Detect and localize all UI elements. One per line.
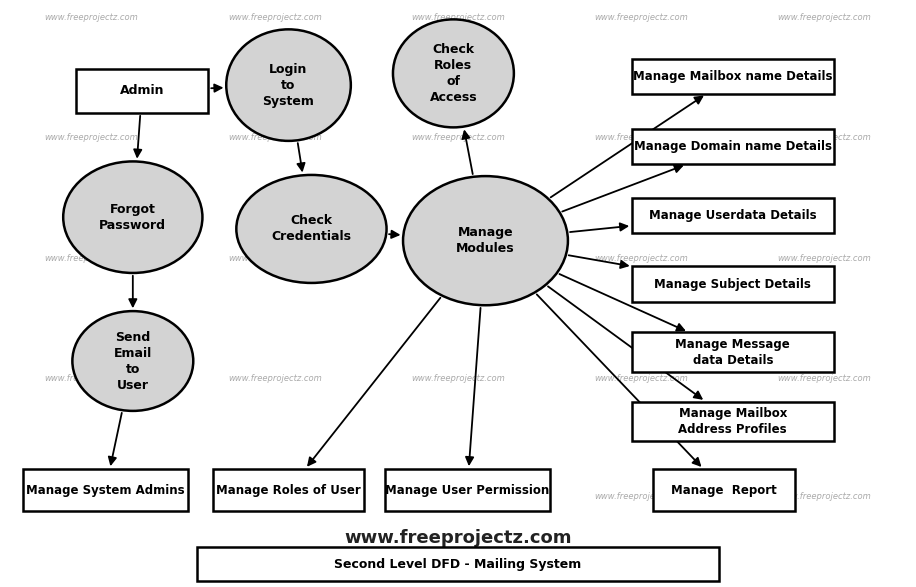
Text: www.freeprojectz.com: www.freeprojectz.com [45, 13, 138, 22]
Bar [23, 469, 188, 511]
Ellipse shape [226, 29, 351, 141]
Text: www.freeprojectz.com: www.freeprojectz.com [228, 374, 322, 383]
Bar [197, 547, 719, 581]
Bar [632, 402, 834, 441]
Text: www.freeprojectz.com: www.freeprojectz.com [228, 254, 322, 263]
Bar [632, 332, 834, 372]
Bar [652, 469, 794, 511]
Bar [213, 469, 365, 511]
Text: Manage Domain name Details: Manage Domain name Details [634, 140, 832, 153]
Text: Login
to
System: Login to System [263, 63, 314, 107]
Text: Manage System Admins: Manage System Admins [26, 484, 185, 497]
Text: www.freeprojectz.com: www.freeprojectz.com [45, 491, 138, 501]
Text: www.freeprojectz.com: www.freeprojectz.com [344, 529, 572, 547]
Text: www.freeprojectz.com: www.freeprojectz.com [411, 491, 505, 501]
Text: www.freeprojectz.com: www.freeprojectz.com [594, 13, 688, 22]
Bar [632, 59, 834, 94]
Bar [632, 198, 834, 233]
Text: Manage Userdata Details: Manage Userdata Details [649, 209, 816, 222]
Text: Second Level DFD - Mailing System: Second Level DFD - Mailing System [334, 558, 582, 571]
Text: www.freeprojectz.com: www.freeprojectz.com [411, 13, 505, 22]
Text: Manage  Report: Manage Report [671, 484, 777, 497]
Text: www.freeprojectz.com: www.freeprojectz.com [411, 133, 505, 143]
Text: www.freeprojectz.com: www.freeprojectz.com [228, 133, 322, 143]
Text: Manage Mailbox name Details: Manage Mailbox name Details [633, 70, 833, 83]
Text: www.freeprojectz.com: www.freeprojectz.com [594, 133, 688, 143]
Text: Manage
Modules: Manage Modules [456, 226, 515, 255]
Text: Manage User Permission: Manage User Permission [385, 484, 550, 497]
Text: www.freeprojectz.com: www.freeprojectz.com [594, 491, 688, 501]
Ellipse shape [236, 175, 387, 283]
Text: www.freeprojectz.com: www.freeprojectz.com [778, 254, 871, 263]
Bar [75, 69, 208, 113]
Text: Admin: Admin [120, 85, 164, 97]
Text: www.freeprojectz.com: www.freeprojectz.com [411, 374, 505, 383]
Text: Send
Email
to
User: Send Email to User [114, 330, 152, 392]
Ellipse shape [72, 311, 193, 411]
Text: www.freeprojectz.com: www.freeprojectz.com [778, 13, 871, 22]
Text: www.freeprojectz.com: www.freeprojectz.com [228, 13, 322, 22]
Text: Forgot
Password: Forgot Password [99, 203, 167, 232]
Text: Check
Roles
of
Access: Check Roles of Access [430, 43, 477, 104]
Bar [632, 129, 834, 164]
Text: Manage Message
data Details: Manage Message data Details [675, 338, 791, 367]
Bar [632, 266, 834, 302]
Bar [385, 469, 550, 511]
Text: Manage Subject Details: Manage Subject Details [654, 278, 812, 291]
Text: Check
Credentials: Check Credentials [271, 214, 352, 244]
Ellipse shape [403, 176, 568, 305]
Text: www.freeprojectz.com: www.freeprojectz.com [594, 254, 688, 263]
Ellipse shape [393, 19, 514, 127]
Text: www.freeprojectz.com: www.freeprojectz.com [594, 374, 688, 383]
Text: www.freeprojectz.com: www.freeprojectz.com [778, 491, 871, 501]
Text: www.freeprojectz.com: www.freeprojectz.com [45, 133, 138, 143]
Text: www.freeprojectz.com: www.freeprojectz.com [411, 254, 505, 263]
Text: Manage Mailbox
Address Profiles: Manage Mailbox Address Profiles [679, 407, 787, 436]
Text: www.freeprojectz.com: www.freeprojectz.com [778, 133, 871, 143]
Text: Manage Roles of User: Manage Roles of User [216, 484, 361, 497]
Text: www.freeprojectz.com: www.freeprojectz.com [778, 374, 871, 383]
Ellipse shape [63, 161, 202, 273]
Text: www.freeprojectz.com: www.freeprojectz.com [228, 491, 322, 501]
Text: www.freeprojectz.com: www.freeprojectz.com [45, 374, 138, 383]
Text: www.freeprojectz.com: www.freeprojectz.com [45, 254, 138, 263]
